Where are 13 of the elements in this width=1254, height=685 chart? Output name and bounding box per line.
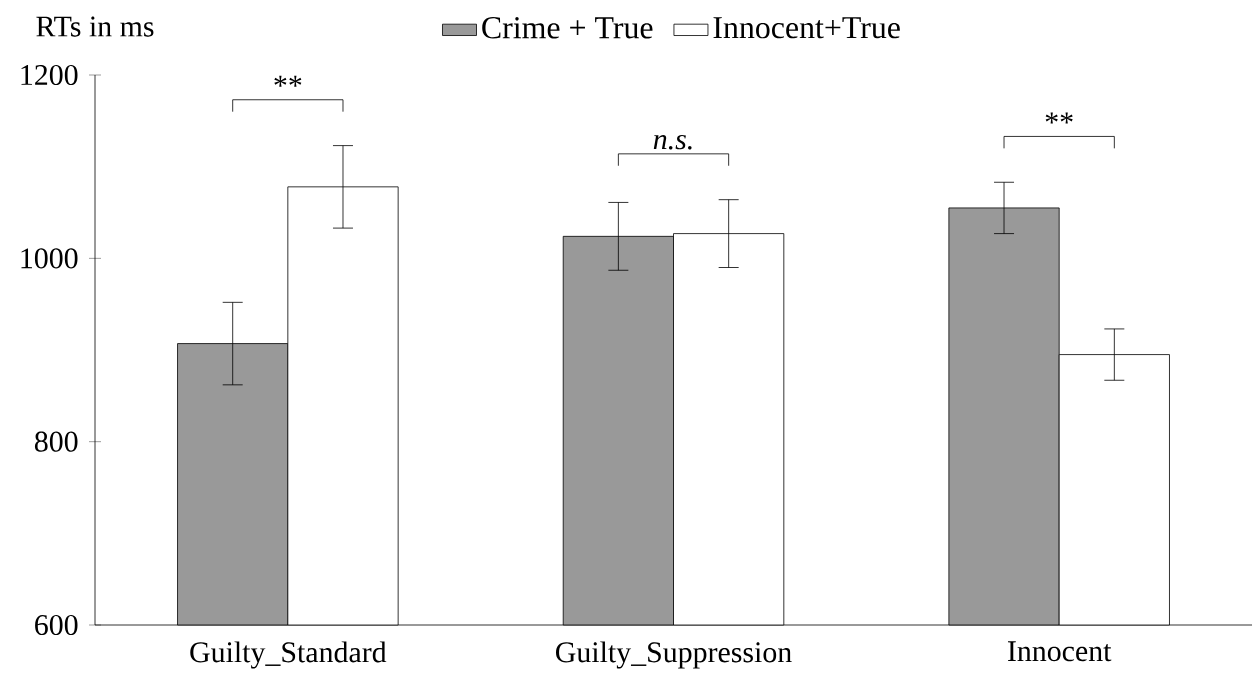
legend-label: Innocent+True [713, 17, 900, 39]
x-tick-label: Guilty_Suppression [556, 641, 792, 669]
y-tick-label: 1200 [21, 64, 78, 86]
y-tick-label: 800 [34, 431, 78, 452]
y-tick-label: 600 [35, 614, 78, 636]
legend-label: Crime + True [482, 17, 653, 39]
annotation: ** [1045, 112, 1073, 124]
annotation: n.s. [653, 134, 692, 150]
y-axis-title: RTs in ms [36, 16, 154, 37]
x-tick-label: Innocent [1007, 641, 1112, 662]
y-tick-label: 1000 [21, 248, 78, 269]
x-tick-label: Guilty_Standard [190, 641, 387, 669]
annotation: ** [274, 75, 302, 87]
